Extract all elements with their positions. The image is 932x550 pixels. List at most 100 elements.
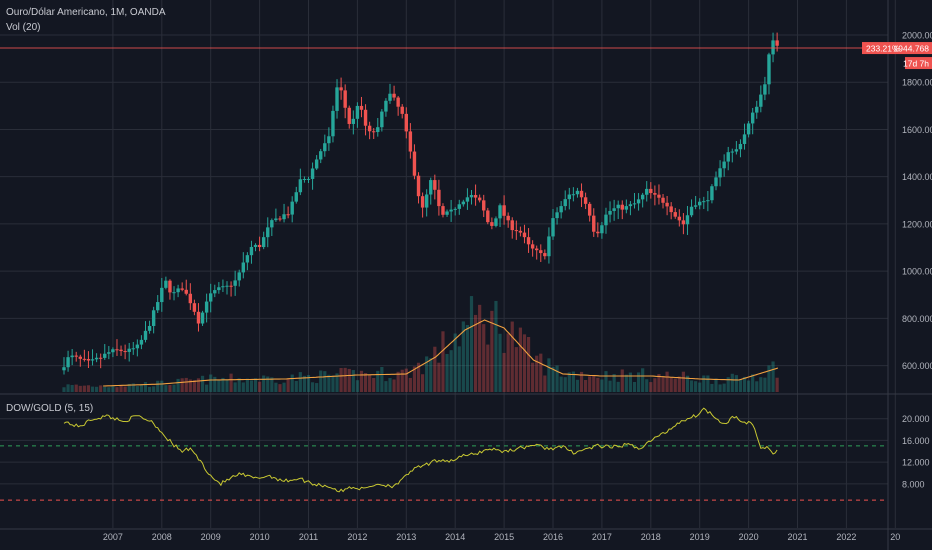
volume-bar bbox=[425, 356, 429, 392]
volume-bar bbox=[278, 384, 282, 392]
volume-bar bbox=[636, 372, 641, 392]
volume-bar bbox=[103, 386, 107, 392]
volume-bar bbox=[421, 374, 425, 392]
candle-body bbox=[127, 348, 131, 352]
volume-bar bbox=[135, 386, 139, 392]
volume-bar bbox=[286, 378, 290, 392]
volume-bar bbox=[315, 383, 319, 392]
volume-bar bbox=[734, 375, 738, 392]
candle-body bbox=[433, 180, 437, 190]
candle-body bbox=[628, 204, 633, 207]
candle-body bbox=[156, 302, 160, 311]
volume-bar bbox=[143, 382, 148, 392]
candle-body bbox=[620, 204, 624, 210]
candle-body bbox=[221, 286, 225, 288]
volume-bar bbox=[258, 381, 262, 392]
countdown-badge bbox=[905, 57, 932, 70]
candle-body bbox=[213, 290, 217, 294]
candle-body bbox=[518, 230, 523, 233]
volume-bar bbox=[539, 353, 543, 392]
volume-bar bbox=[302, 375, 307, 392]
candle-body bbox=[180, 288, 184, 290]
volume-bar bbox=[771, 361, 775, 392]
candle-body bbox=[351, 118, 356, 124]
volume-bar bbox=[457, 346, 461, 392]
candle-body bbox=[200, 312, 205, 324]
volume-bar bbox=[628, 372, 633, 392]
volume-bar bbox=[689, 380, 694, 392]
volume-bar bbox=[274, 382, 278, 392]
candle-body bbox=[649, 188, 653, 194]
volume-bar bbox=[253, 378, 258, 392]
candle-body bbox=[237, 272, 241, 281]
volume-bar bbox=[567, 372, 571, 392]
volume-bar bbox=[624, 374, 628, 392]
candle-body bbox=[742, 134, 747, 144]
candle-body bbox=[253, 244, 258, 247]
candle-body bbox=[604, 214, 608, 226]
price-tick-label: 1600.000 bbox=[902, 125, 932, 135]
candle-body bbox=[498, 205, 502, 219]
volume-bar bbox=[453, 333, 457, 392]
volume-bar bbox=[673, 378, 677, 392]
price-tick-label: 600.000 bbox=[902, 361, 932, 371]
volume-bar bbox=[526, 336, 531, 392]
candle-body bbox=[164, 280, 168, 288]
candle-body bbox=[74, 355, 78, 357]
volume-bar bbox=[608, 380, 612, 392]
candle-body bbox=[559, 206, 563, 213]
candle-body bbox=[147, 325, 152, 331]
volume-bar bbox=[327, 374, 331, 392]
dow-gold-line bbox=[63, 407, 778, 493]
volume-legend[interactable]: Vol (20) bbox=[6, 22, 41, 33]
volume-bar bbox=[160, 380, 164, 392]
volume-bar bbox=[225, 380, 229, 392]
volume-bar bbox=[347, 368, 351, 392]
volume-bar bbox=[237, 378, 241, 392]
volume-bar bbox=[775, 377, 779, 392]
volume-bar bbox=[127, 383, 131, 392]
candle-body bbox=[706, 200, 710, 202]
volume-bar bbox=[482, 324, 486, 392]
candle-body bbox=[547, 236, 551, 257]
candle-body bbox=[661, 197, 665, 203]
volume-bar bbox=[665, 371, 669, 392]
symbol-title[interactable]: Ouro/Dólar Americano, 1M, OANDA bbox=[6, 7, 166, 18]
volume-bar bbox=[494, 300, 498, 392]
volume-bar bbox=[531, 362, 535, 392]
candle-body bbox=[184, 289, 188, 294]
candle-body bbox=[555, 212, 559, 219]
volume-bar bbox=[698, 382, 702, 392]
volume-bar bbox=[681, 371, 685, 392]
candle-body bbox=[151, 310, 156, 326]
candle-body bbox=[563, 199, 567, 207]
candle-body bbox=[380, 111, 384, 128]
candle-body bbox=[689, 206, 694, 216]
volume-bar bbox=[319, 370, 323, 392]
volume-bar bbox=[152, 386, 156, 392]
candle-body bbox=[640, 194, 645, 200]
candle-body bbox=[653, 193, 657, 195]
volume-bar bbox=[90, 386, 95, 392]
indicator-legend[interactable]: DOW/GOLD (5, 15) bbox=[6, 403, 94, 414]
volume-bar bbox=[270, 377, 274, 392]
volume-bar bbox=[205, 384, 209, 392]
candle-body bbox=[331, 110, 335, 137]
volume-bar bbox=[404, 368, 408, 392]
volume-bar bbox=[111, 386, 115, 392]
volume-bar bbox=[616, 381, 620, 392]
volume-bar bbox=[359, 370, 364, 392]
volume-bar bbox=[363, 372, 368, 392]
volume-bar bbox=[196, 378, 201, 392]
volume-bar bbox=[579, 371, 584, 392]
candle-body bbox=[596, 231, 600, 234]
volume-bar bbox=[380, 366, 384, 392]
volume-bar bbox=[506, 333, 510, 392]
candle-body bbox=[400, 106, 404, 114]
price-tick-label: 1400.000 bbox=[902, 172, 932, 182]
candle-body bbox=[209, 293, 213, 302]
candle-body bbox=[314, 159, 319, 169]
time-tick-label: 2012 bbox=[347, 532, 367, 542]
volume-bar bbox=[722, 383, 726, 392]
